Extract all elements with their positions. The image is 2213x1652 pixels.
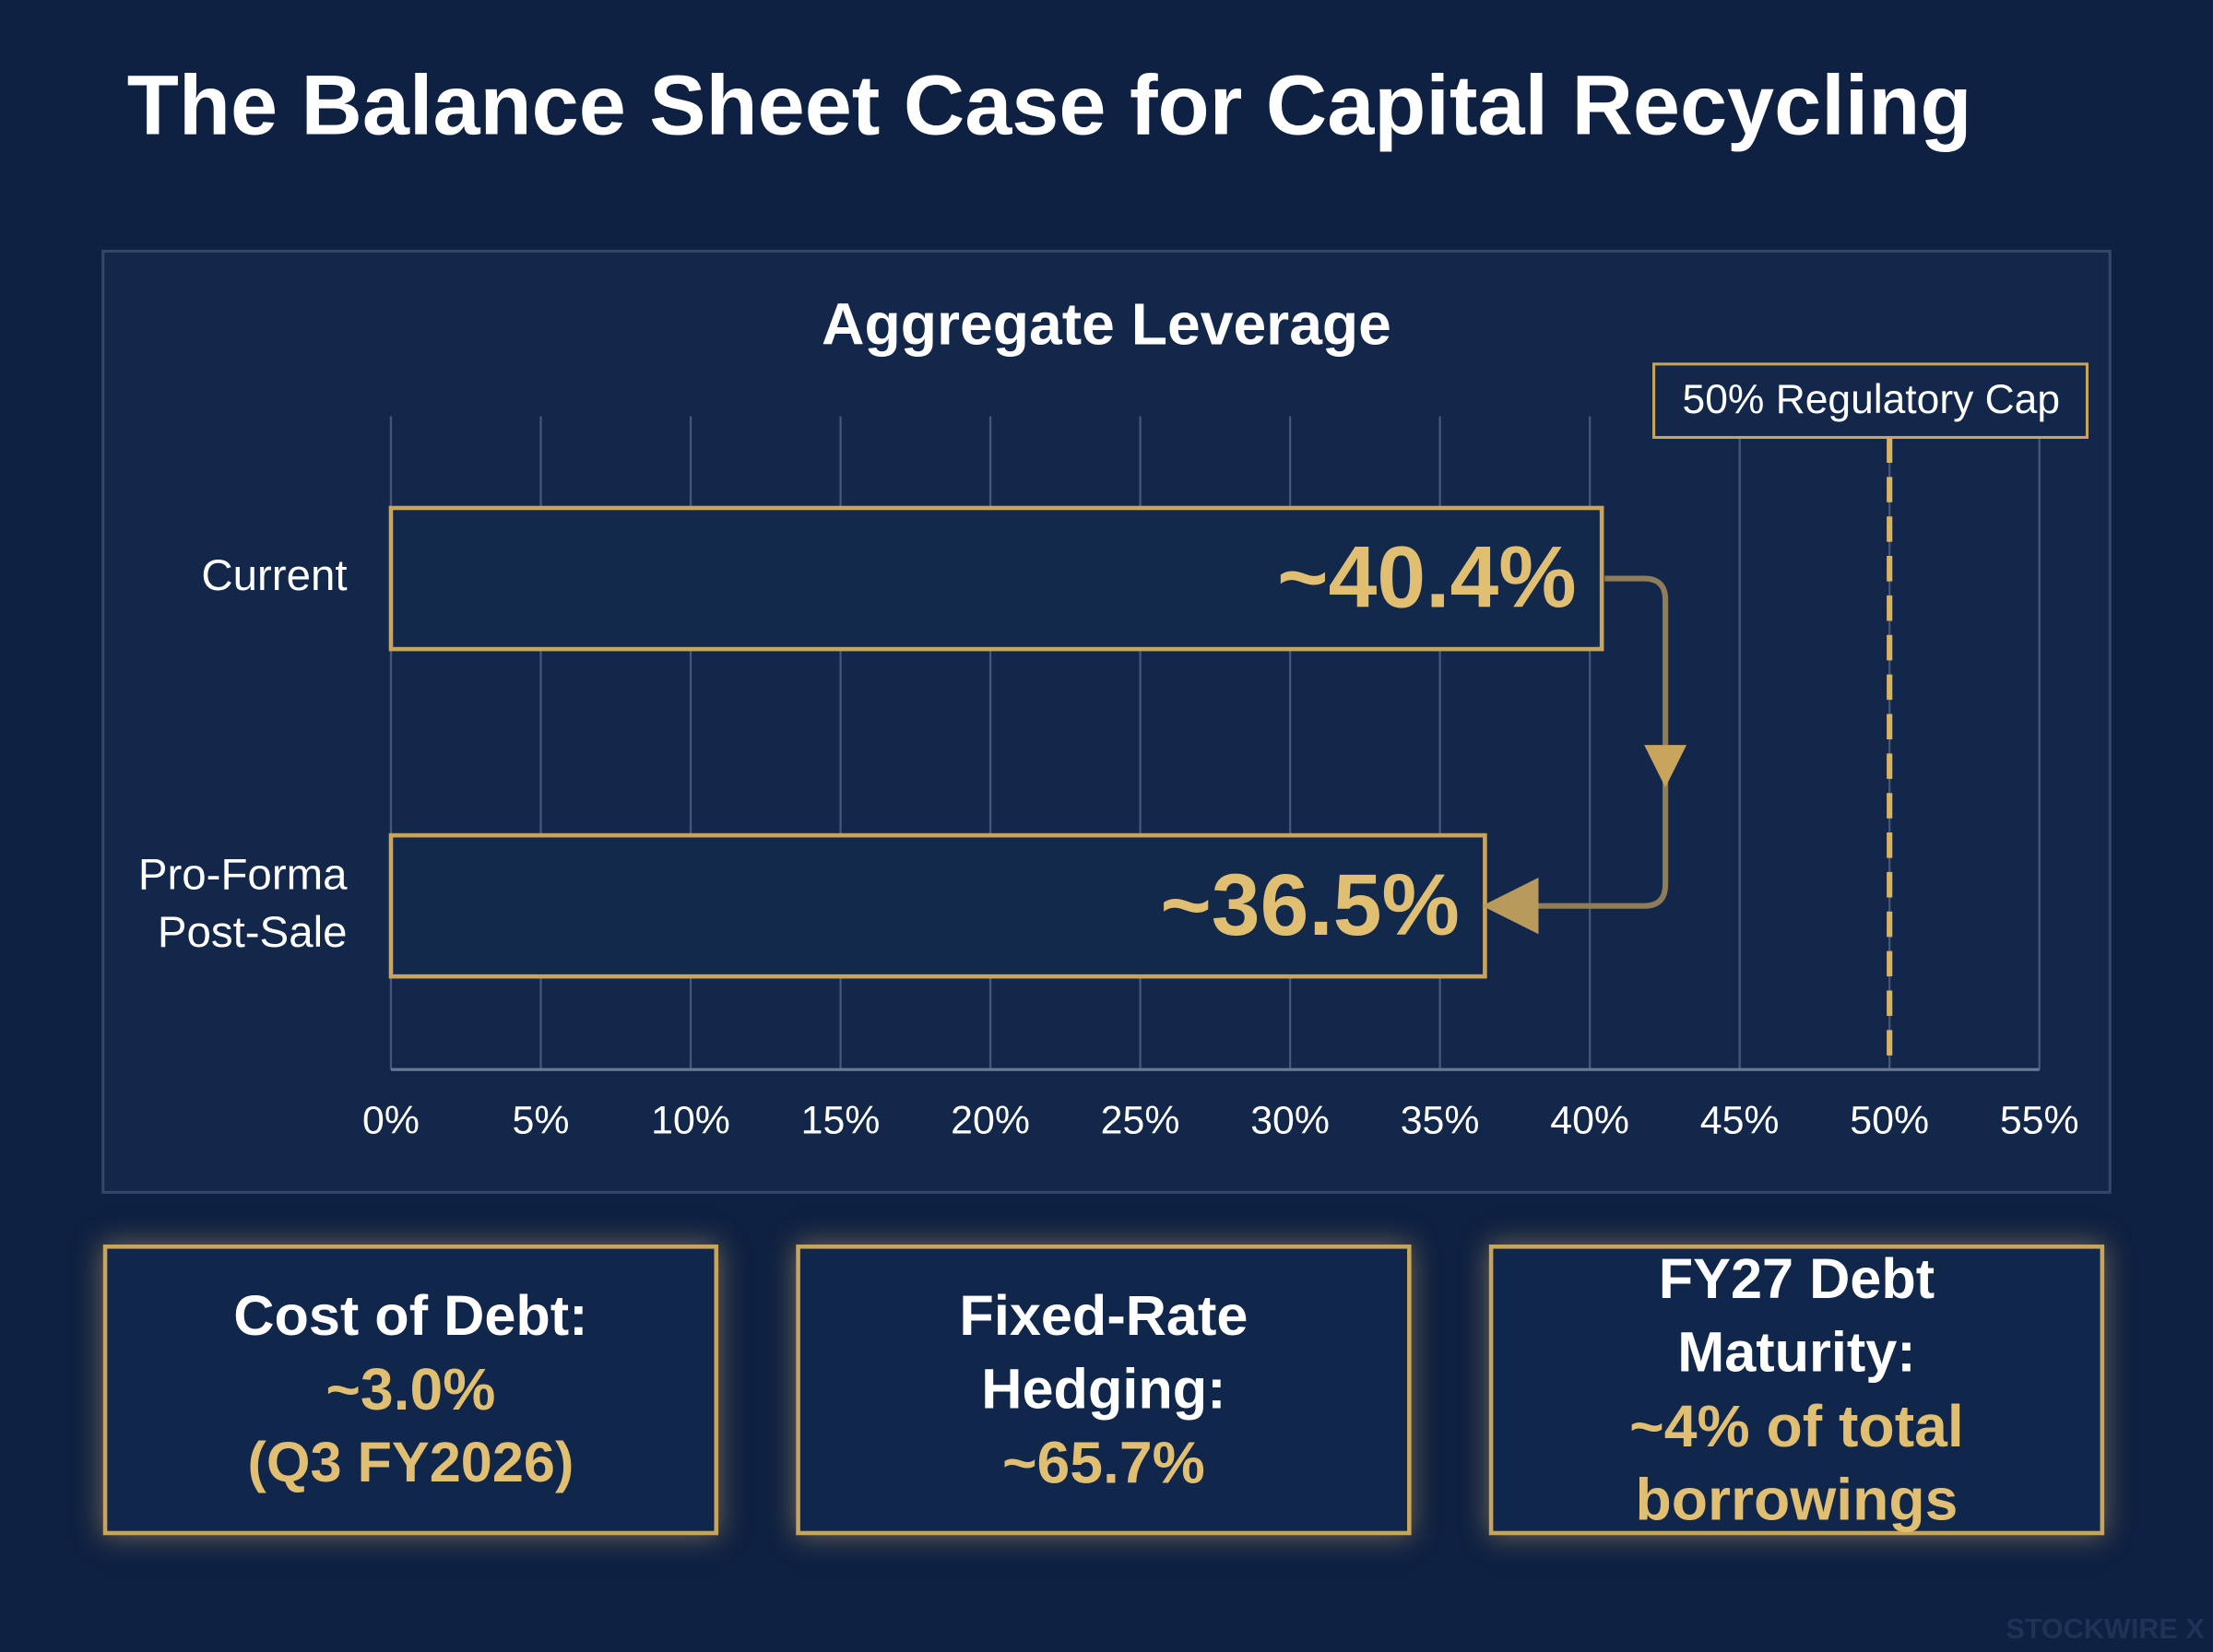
x-tick-label: 10% — [651, 1099, 730, 1143]
card-note: (Q3 FY2026) — [247, 1432, 574, 1494]
x-tick-label: 25% — [1101, 1099, 1180, 1143]
watermark: STOCKWIRE X — [2006, 1614, 2205, 1646]
card-value: ~65.7% — [1002, 1429, 1205, 1496]
x-tick-label: 20% — [951, 1099, 1030, 1143]
stat-card: Fixed-Rate Hedging: ~65.7% — [796, 1244, 1412, 1536]
x-tick-label: 35% — [1401, 1099, 1480, 1143]
reference-label: 50% Regulatory Cap — [1683, 377, 2060, 422]
reference-label-box — [1652, 362, 2089, 440]
y-tick-label: Pro-Forma Post-Sale — [138, 850, 348, 957]
x-tick-label: 55% — [2000, 1099, 2079, 1143]
value-label: ~40.4% — [1277, 529, 1576, 627]
card-label: Fixed-Rate Hedging: — [959, 1285, 1249, 1422]
x-tick-label: 15% — [801, 1099, 881, 1143]
stat-card: Cost of Debt: ~3.0% (Q3 FY2026) — [102, 1244, 719, 1536]
card-label: Cost of Debt: — [233, 1285, 588, 1348]
x-tick-label: 0% — [362, 1099, 420, 1143]
card-value: ~3.0% — [325, 1355, 496, 1422]
y-tick-label: Current — [201, 551, 347, 600]
card-label: FY27 Debt Maturity: — [1658, 1248, 1935, 1385]
value-label: ~36.5% — [1160, 856, 1459, 954]
arrow-head-mid — [1644, 745, 1687, 788]
chart-title: Aggregate Leverage — [822, 291, 1391, 358]
x-tick-label: 45% — [1700, 1099, 1780, 1143]
x-tick-label: 30% — [1250, 1099, 1330, 1143]
x-tick-label: 50% — [1850, 1099, 1929, 1143]
card-value: ~4% of total borrowings — [1629, 1392, 1964, 1533]
x-tick-label: 40% — [1550, 1099, 1629, 1143]
x-tick-label: 5% — [513, 1099, 570, 1143]
change-arrow — [1482, 575, 1669, 935]
stat-card: FY27 Debt Maturity: ~4% of total borrowin… — [1488, 1244, 2105, 1536]
page-title: The Balance Sheet Case for Capital Recyc… — [126, 57, 1972, 153]
bar — [388, 505, 1604, 652]
